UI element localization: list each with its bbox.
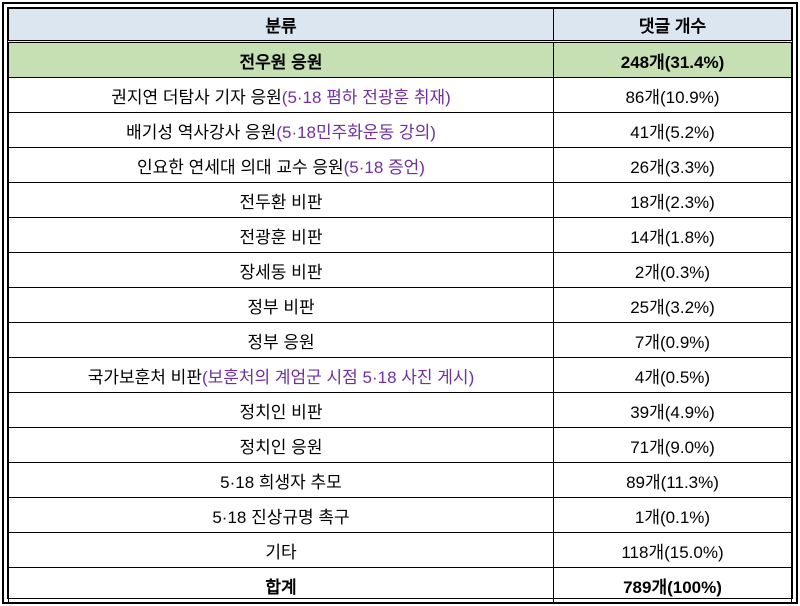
count-cell: 4개(0.5%) [553, 357, 792, 393]
category-cell: 전두환 비판 [8, 182, 554, 218]
category-label: 정치인 비판 [239, 402, 323, 422]
count-cell: 2개(0.3%) [553, 252, 792, 288]
category-label: 전우원 응원 [239, 52, 323, 72]
category-cell: 장세동 비판 [8, 252, 554, 288]
category-cell: 5·18 진상규명 촉구 [8, 497, 554, 533]
total-row: 합계 789개(100%) [8, 567, 792, 603]
category-cell: 전광훈 비판 [8, 217, 554, 253]
category-label: 배기성 역사강사 응원 [126, 122, 277, 142]
header-category: 분류 [8, 8, 554, 43]
count-cell: 248개(31.4%) [553, 41, 792, 78]
category-note: (5·18민주화운동 강의) [276, 122, 436, 142]
table-row: 권지연 더탐사 기자 응원(5·18 폄하 전광훈 취재) 86개(10.9%) [8, 77, 792, 113]
category-label: 5·18 희생자 추모 [220, 472, 342, 492]
category-label: 전광훈 비판 [239, 227, 323, 247]
category-label: 권지연 더탐사 기자 응원 [111, 87, 282, 107]
table-row: 정부 응원 7개(0.9%) [8, 322, 792, 358]
table-row: 배기성 역사강사 응원(5·18민주화운동 강의) 41개(5.2%) [8, 112, 792, 148]
count-cell: 39개(4.9%) [553, 392, 792, 428]
category-cell: 권지연 더탐사 기자 응원(5·18 폄하 전광훈 취재) [8, 77, 554, 113]
category-label: 정치인 응원 [239, 437, 323, 457]
category-cell: 기타 [8, 532, 554, 568]
category-label: 정부 응원 [247, 332, 315, 352]
category-cell: 정부 비판 [8, 287, 554, 323]
category-label: 기타 [265, 542, 297, 562]
category-label: 장세동 비판 [239, 262, 323, 282]
category-cell: 국가보훈처 비판(보훈처의 계엄군 시점 5·18 사진 게시) [8, 357, 554, 393]
count-cell: 118개(15.0%) [553, 532, 792, 568]
category-note: (5·18 폄하 전광훈 취재) [281, 87, 451, 107]
count-cell: 41개(5.2%) [553, 112, 792, 148]
count-cell: 26개(3.3%) [553, 147, 792, 183]
category-label: 전두환 비판 [239, 192, 323, 212]
category-label: 인요한 연세대 의대 교수 응원 [137, 157, 344, 177]
table-row: 장세동 비판 2개(0.3%) [8, 252, 792, 288]
header-row: 분류 댓글 개수 [8, 8, 792, 43]
category-label: 정부 비판 [247, 297, 315, 317]
table-row: 정치인 비판 39개(4.9%) [8, 392, 792, 428]
category-cell: 정치인 비판 [8, 392, 554, 428]
category-cell: 인요한 연세대 의대 교수 응원(5·18 증언) [8, 147, 554, 183]
table-row: 전광훈 비판 14개(1.8%) [8, 217, 792, 253]
count-cell: 7개(0.9%) [553, 322, 792, 358]
category-cell: 5·18 희생자 추모 [8, 462, 554, 498]
category-note: (보훈처의 계엄군 시점 5·18 사진 게시) [201, 367, 475, 387]
table-row: 전두환 비판 18개(2.3%) [8, 182, 792, 218]
count-cell: 89개(11.3%) [553, 462, 792, 498]
table-row: 기타 118개(15.0%) [8, 532, 792, 568]
table-container: 분류 댓글 개수 전우원 응원 248개(31.4%) 권지연 더탐사 기자 응원(… [7, 7, 793, 603]
table-row: 정부 비판 25개(3.2%) [8, 287, 792, 323]
header-count: 댓글 개수 [553, 8, 792, 43]
table-row: 5·18 희생자 추모 89개(11.3%) [8, 462, 792, 498]
category-note: (5·18 증언) [343, 157, 425, 177]
count-cell: 86개(10.9%) [553, 77, 792, 113]
count-cell: 14개(1.8%) [553, 217, 792, 253]
table-row: 정치인 응원 71개(9.0%) [8, 427, 792, 463]
category-cell: 전우원 응원 [8, 41, 554, 78]
category-label: 국가보훈처 비판 [87, 367, 202, 387]
comment-category-table: 분류 댓글 개수 전우원 응원 248개(31.4%) 권지연 더탐사 기자 응원(… [8, 8, 792, 603]
total-count: 789개(100%) [553, 567, 792, 603]
count-cell: 25개(3.2%) [553, 287, 792, 323]
table-row: 5·18 진상규명 촉구 1개(0.1%) [8, 497, 792, 533]
table-row: 국가보훈처 비판(보훈처의 계엄군 시점 5·18 사진 게시) 4개(0.5%) [8, 357, 792, 393]
total-label: 합계 [8, 567, 554, 603]
category-cell: 정치인 응원 [8, 427, 554, 463]
table-row: 전우원 응원 248개(31.4%) [8, 41, 792, 78]
category-label: 5·18 진상규명 촉구 [212, 507, 350, 527]
count-cell: 71개(9.0%) [553, 427, 792, 463]
table-row: 인요한 연세대 의대 교수 응원(5·18 증언) 26개(3.3%) [8, 147, 792, 183]
category-cell: 배기성 역사강사 응원(5·18민주화운동 강의) [8, 112, 554, 148]
count-cell: 18개(2.3%) [553, 182, 792, 218]
category-cell: 정부 응원 [8, 322, 554, 358]
count-cell: 1개(0.1%) [553, 497, 792, 533]
